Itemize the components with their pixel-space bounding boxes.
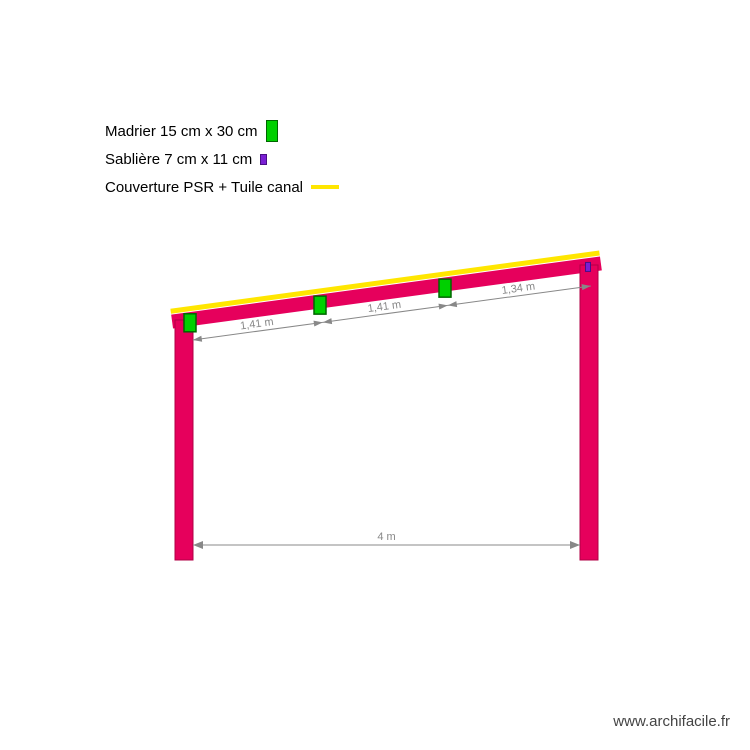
watermark: www.archifacile.fr: [613, 713, 730, 730]
svg-text:4 m: 4 m: [377, 531, 395, 543]
diagram-canvas: Madrier 15 cm x 30 cm Sablière 7 cm x 11…: [0, 0, 750, 750]
structure-diagram: 4 m1,41 m1,41 m1,34 m: [0, 0, 750, 750]
